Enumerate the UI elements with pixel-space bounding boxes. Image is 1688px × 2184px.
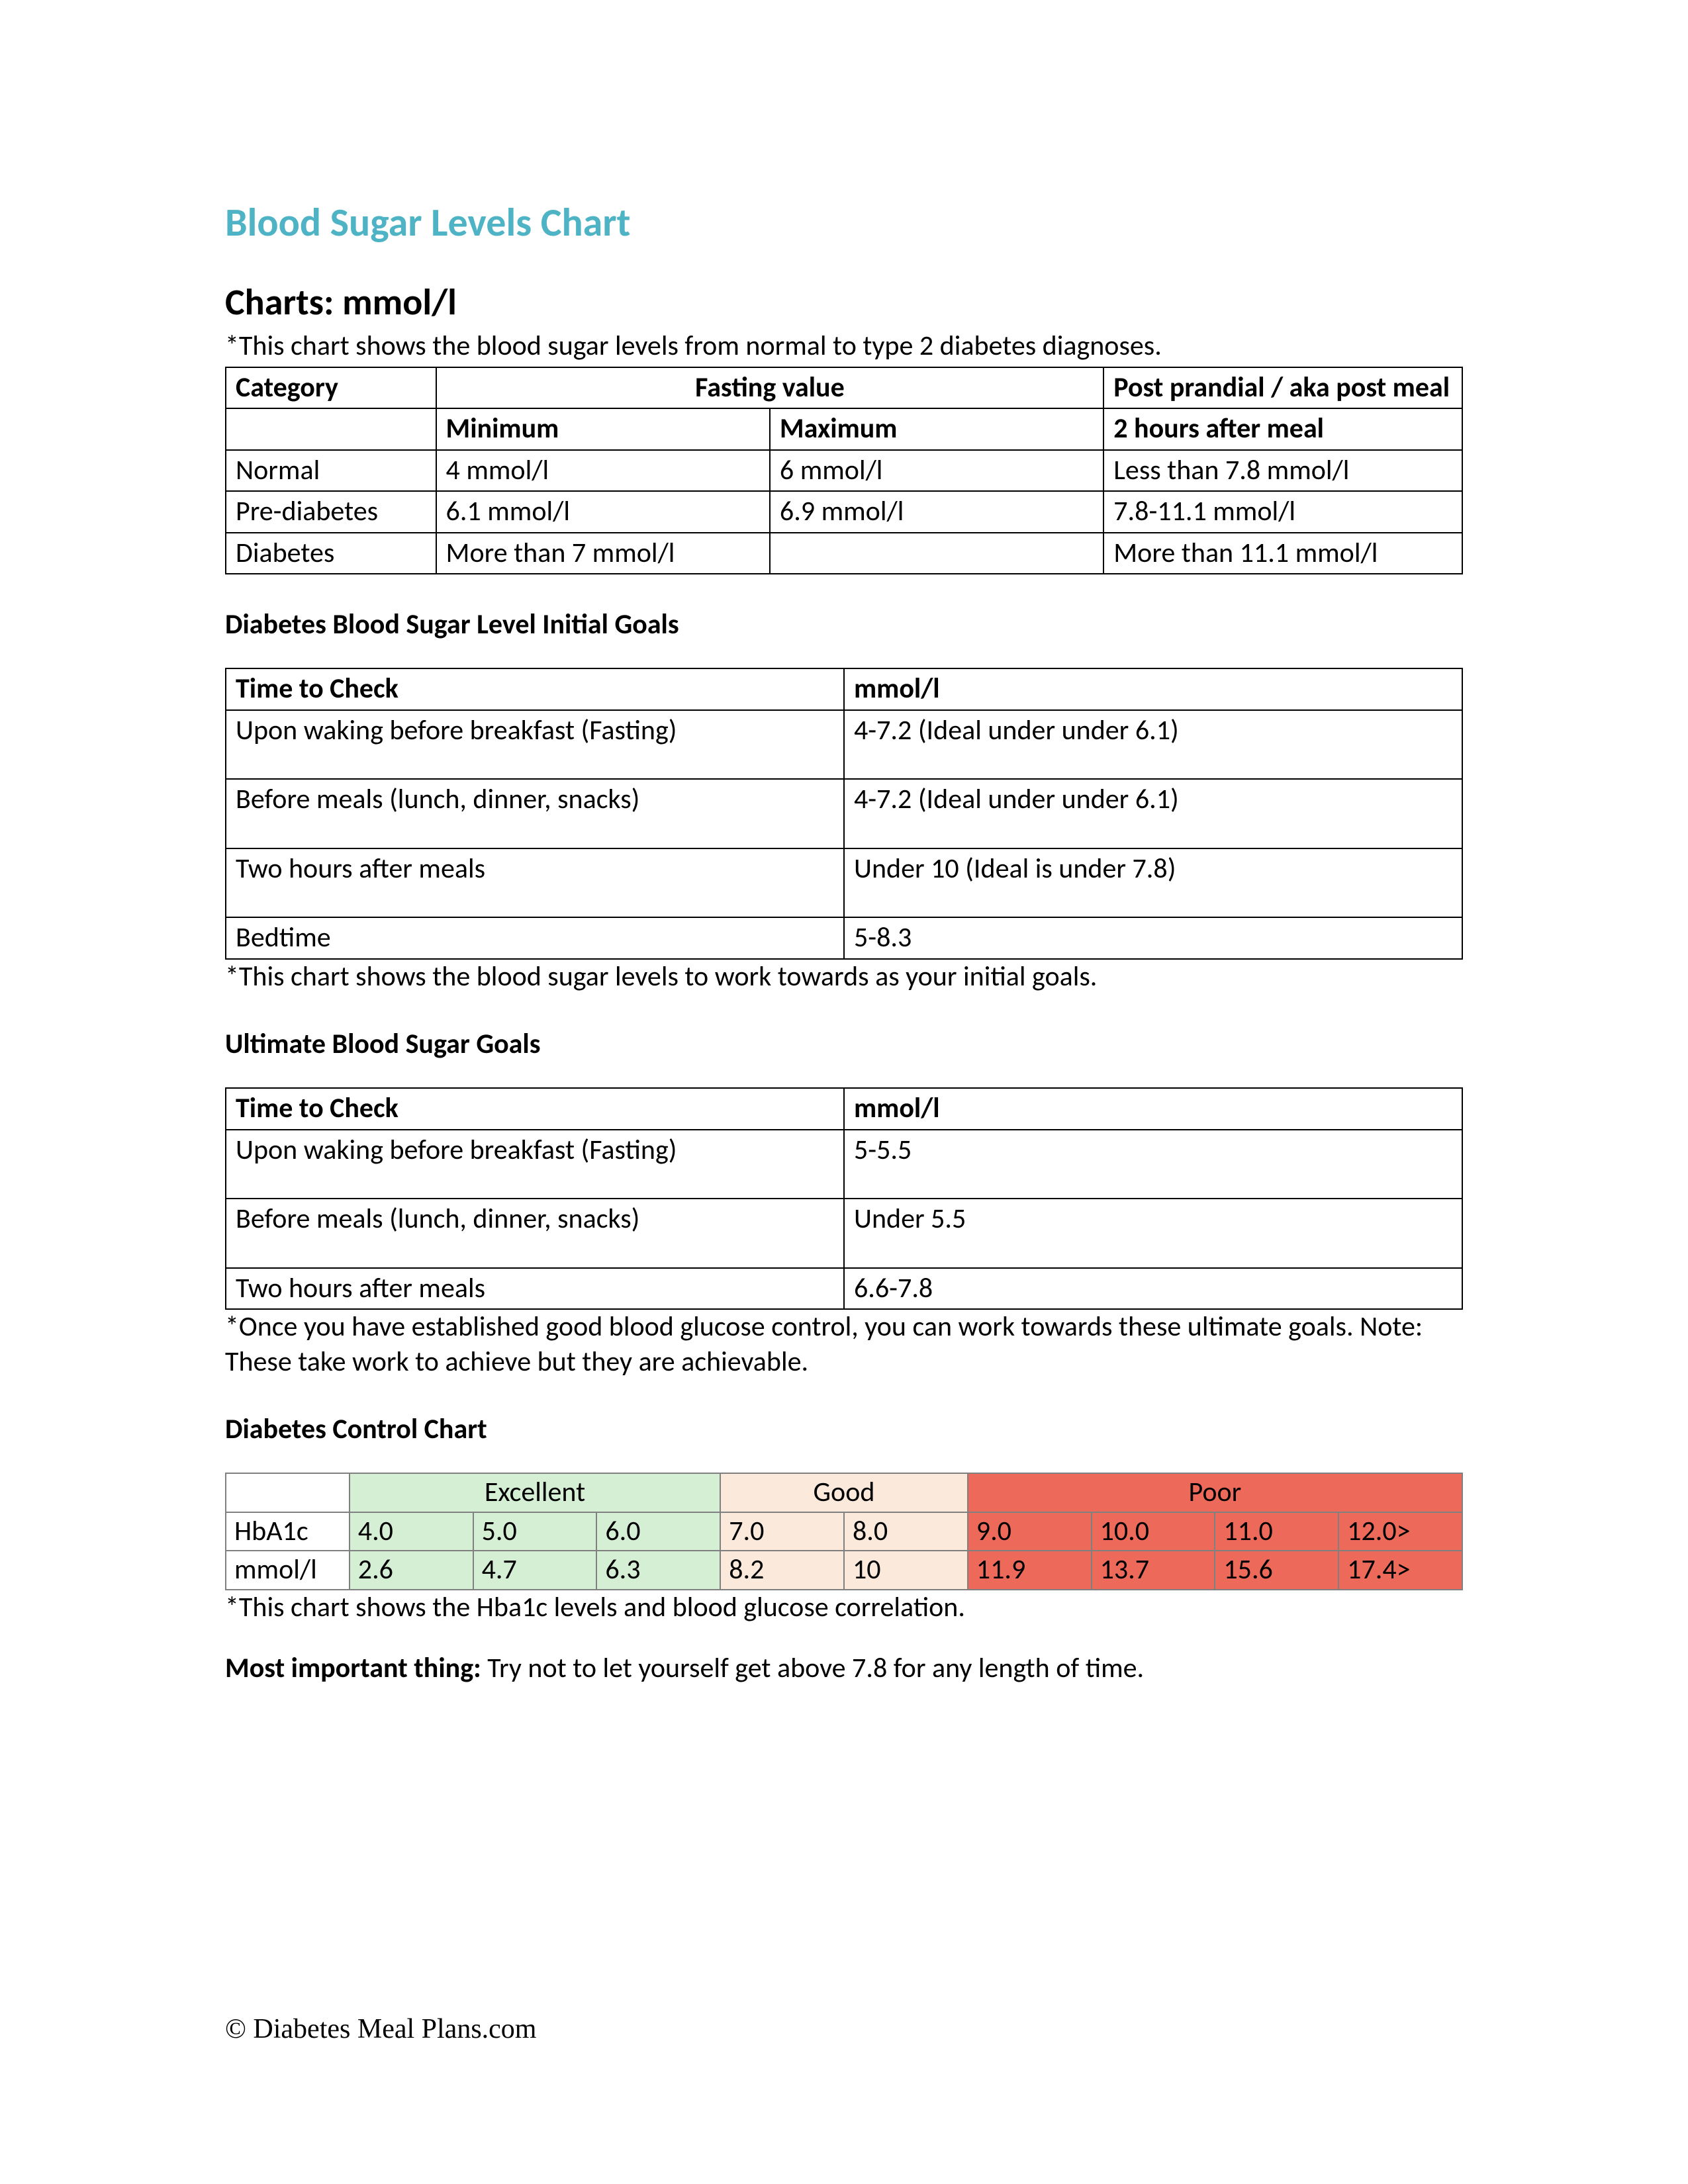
group-good: Good xyxy=(720,1473,968,1512)
important-label: Most important thing: xyxy=(225,1651,481,1685)
table-row: Two hours after meals Under 10 (Ideal is… xyxy=(226,848,1462,918)
table-row: Diabetes More than 7 mmol/l More than 11… xyxy=(226,533,1462,574)
initial-goals-note: *This chart shows the blood sugar levels… xyxy=(225,960,1463,995)
diagnoses-note: *This chart shows the blood sugar levels… xyxy=(225,329,1463,364)
table-row: Two hours after meals 6.6-7.8 xyxy=(226,1268,1462,1310)
table-row: Upon waking before breakfast (Fasting) 4… xyxy=(226,710,1462,780)
initial-goals-title: Diabetes Blood Sugar Level Initial Goals xyxy=(225,608,1463,641)
table-row: Before meals (lunch, dinner, snacks) 4-7… xyxy=(226,779,1462,848)
important-text: Try not to let yourself get above 7.8 fo… xyxy=(481,1651,1144,1685)
diagnoses-table: Category Fasting value Post prandial / a… xyxy=(225,367,1463,575)
control-chart-note: *This chart shows the Hba1c levels and b… xyxy=(225,1590,1463,1625)
group-excellent: Excellent xyxy=(350,1473,720,1512)
table-row: Before meals (lunch, dinner, snacks) Und… xyxy=(226,1199,1462,1268)
table-header-row: Time to Check mmol/l xyxy=(226,668,1462,710)
control-groups-row: Excellent Good Poor xyxy=(226,1473,1462,1512)
control-chart-title: Diabetes Control Chart xyxy=(225,1412,1463,1446)
col-postmeal: Post prandial / aka post meal xyxy=(1103,367,1462,409)
col-min: Minimum xyxy=(436,408,770,450)
col-category: Category xyxy=(226,367,436,409)
table-row: Upon waking before breakfast (Fasting) 5… xyxy=(226,1130,1462,1199)
col-fasting: Fasting value xyxy=(436,367,1104,409)
group-poor: Poor xyxy=(968,1473,1462,1512)
ultimate-goals-table: Time to Check mmol/l Upon waking before … xyxy=(225,1087,1463,1310)
initial-goals-table: Time to Check mmol/l Upon waking before … xyxy=(225,668,1463,960)
units-header: Charts: mmol/l xyxy=(225,280,1463,325)
page-title: Blood Sugar Levels Chart xyxy=(225,199,1463,247)
table-header-row: Time to Check mmol/l xyxy=(226,1088,1462,1130)
control-chart-table: Excellent Good Poor HbA1c 4.0 5.0 6.0 7.… xyxy=(225,1473,1463,1590)
table-row: Pre-diabetes 6.1 mmol/l 6.9 mmol/l 7.8-1… xyxy=(226,491,1462,533)
control-hba1c-row: HbA1c 4.0 5.0 6.0 7.0 8.0 9.0 10.0 11.0 … xyxy=(226,1512,1462,1551)
ultimate-goals-note: *Once you have established good blood gl… xyxy=(225,1310,1463,1379)
page: Blood Sugar Levels Chart Charts: mmol/l … xyxy=(0,0,1688,2184)
col-max: Maximum xyxy=(770,408,1103,450)
table-header-row: Category Fasting value Post prandial / a… xyxy=(226,367,1462,409)
table-row: Bedtime 5-8.3 xyxy=(226,917,1462,959)
table-subheader-row: Minimum Maximum 2 hours after meal xyxy=(226,408,1462,450)
table-row: Normal 4 mmol/l 6 mmol/l Less than 7.8 m… xyxy=(226,450,1462,492)
footer-credit: © Diabetes Meal Plans.com xyxy=(225,2013,536,2045)
ultimate-goals-title: Ultimate Blood Sugar Goals xyxy=(225,1027,1463,1061)
important-line: Most important thing: Try not to let you… xyxy=(225,1651,1463,1686)
control-mmol-row: mmol/l 2.6 4.7 6.3 8.2 10 11.9 13.7 15.6… xyxy=(226,1551,1462,1590)
col-after2h: 2 hours after meal xyxy=(1103,408,1462,450)
